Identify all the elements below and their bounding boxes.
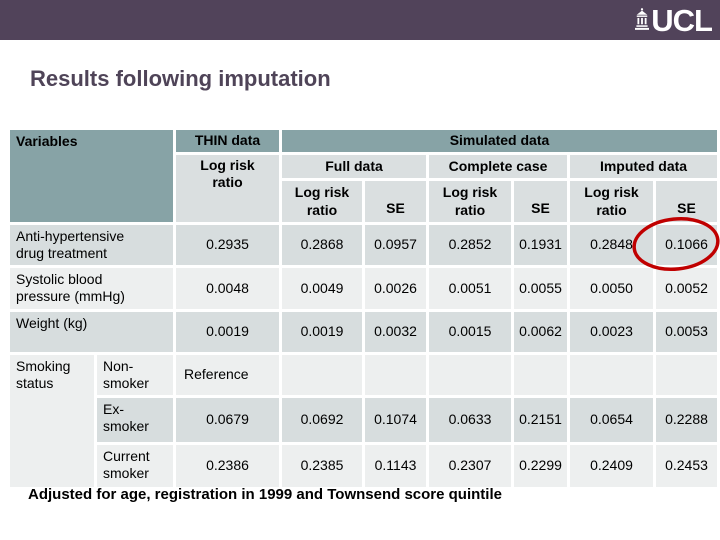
value-cell: 0.2385 — [282, 445, 362, 487]
value-cell: 0.0053 — [656, 312, 717, 352]
ucl-logo-text: UCL — [651, 3, 713, 38]
value-cell: 0.0015 — [429, 312, 511, 352]
value-cell: 0.0679 — [176, 398, 279, 442]
simulated-data-header: Simulated data — [282, 130, 717, 152]
value-cell: 0.0692 — [282, 398, 362, 442]
value-cell: 0.0062 — [514, 312, 567, 352]
value-cell: 0.0050 — [570, 268, 653, 309]
thin-measure-header: Log risk ratio — [176, 155, 279, 222]
value-cell-circled: 0.1066 — [656, 225, 717, 265]
cc-logrisk-header: Log risk ratio — [429, 181, 511, 222]
row-label: Anti-hypertensive drug treatment — [10, 225, 173, 265]
group-header-imputed-data: Imputed data — [570, 155, 717, 178]
value-cell — [514, 355, 567, 395]
reference-cell: Reference — [176, 355, 279, 395]
value-cell: 0.2409 — [570, 445, 653, 487]
value-cell: 0.2935 — [176, 225, 279, 265]
value-cell — [570, 355, 653, 395]
variables-header: Variables — [10, 130, 173, 222]
value-cell: 0.2288 — [656, 398, 717, 442]
value-cell: 0.0957 — [365, 225, 426, 265]
value-cell — [656, 355, 717, 395]
value-cell — [282, 355, 362, 395]
imputed-logrisk-header: Log risk ratio — [570, 181, 653, 222]
value-cell: 0.1143 — [365, 445, 426, 487]
value-cell: 0.1931 — [514, 225, 567, 265]
value-cell: 0.0051 — [429, 268, 511, 309]
row-sublabel: Ex- smoker — [97, 398, 173, 442]
value-cell: 0.0019 — [176, 312, 279, 352]
ucl-logo: UCL — [635, 3, 713, 38]
value-cell: 0.2386 — [176, 445, 279, 487]
imputed-se-header: SE — [656, 181, 717, 222]
value-cell: 0.0052 — [656, 268, 717, 309]
value-cell: 0.0032 — [365, 312, 426, 352]
row-sublabel: Current smoker — [97, 445, 173, 487]
value-cell: 0.0023 — [570, 312, 653, 352]
value-cell: 0.0049 — [282, 268, 362, 309]
value-cell: 0.2299 — [514, 445, 567, 487]
value-cell: 0.0055 — [514, 268, 567, 309]
top-banner: UCL — [0, 0, 720, 40]
value-cell: 0.2852 — [429, 225, 511, 265]
value-cell: 0.0026 — [365, 268, 426, 309]
group-header-full-data: Full data — [282, 155, 426, 178]
value-cell: 0.2453 — [656, 445, 717, 487]
value-cell: 0.2151 — [514, 398, 567, 442]
value-cell: 0.2848 — [570, 225, 653, 265]
value-cell — [429, 355, 511, 395]
row-label: Systolic blood pressure (mmHg) — [10, 268, 173, 309]
row-label: Weight (kg) — [10, 312, 173, 352]
row-sublabel: Non- smoker — [97, 355, 173, 395]
value-cell: 0.0654 — [570, 398, 653, 442]
cc-se-header: SE — [514, 181, 567, 222]
full-logrisk-header: Log risk ratio — [282, 181, 362, 222]
thin-data-header: THIN data — [176, 130, 279, 152]
group-header-complete-case: Complete case — [429, 155, 567, 178]
value-cell: 0.0019 — [282, 312, 362, 352]
page-title: Results following imputation — [30, 66, 331, 91]
value-cell: 0.0633 — [429, 398, 511, 442]
portico-icon — [635, 8, 650, 35]
value-cell: 0.2307 — [429, 445, 511, 487]
full-se-header: SE — [365, 181, 426, 222]
results-table: Variables THIN data Simulated data Log r… — [10, 130, 717, 487]
smoking-status-label: Smoking status — [10, 355, 94, 487]
value-cell — [365, 355, 426, 395]
value-cell: 0.1074 — [365, 398, 426, 442]
value-cell: 0.0048 — [176, 268, 279, 309]
footnote: Adjusted for age, registration in 1999 a… — [28, 486, 502, 503]
value-cell: 0.2868 — [282, 225, 362, 265]
